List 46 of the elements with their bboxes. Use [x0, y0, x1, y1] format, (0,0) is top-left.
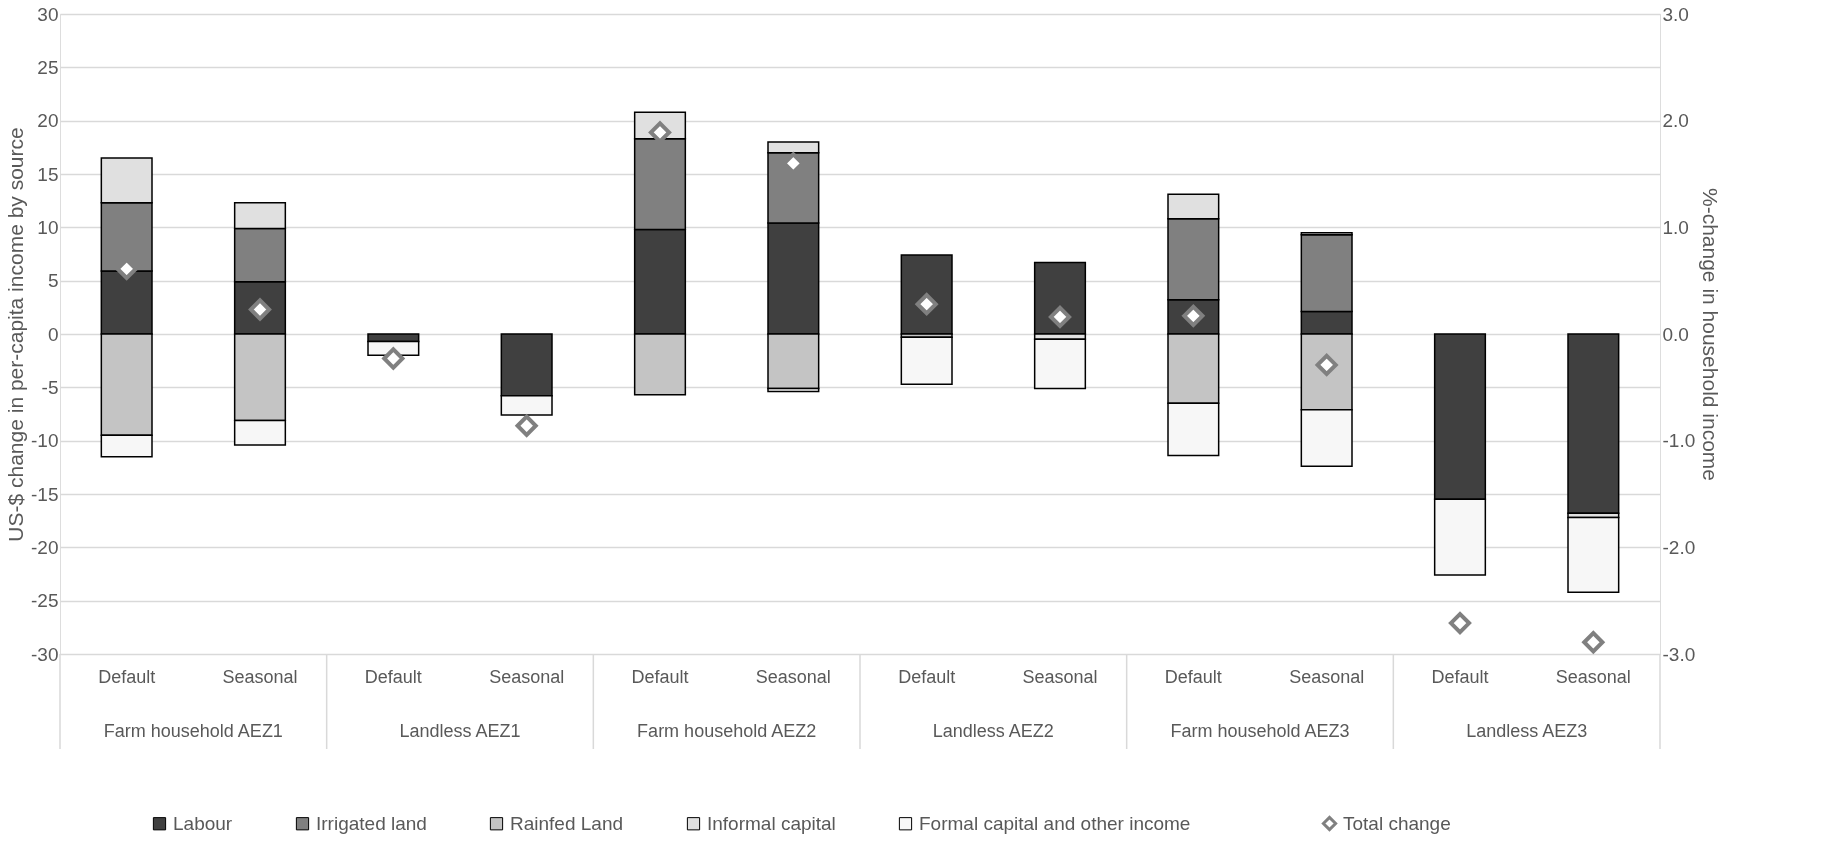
text: Farm household AEZ3 [1170, 721, 1350, 741]
y-tick-label: -10 [31, 430, 59, 452]
x-tick-label: Default [631, 666, 689, 687]
y-tick-label: -25 [31, 590, 59, 612]
y-tick-label: 25 [37, 56, 59, 78]
x-tick-label: Seasonal [222, 666, 298, 687]
y2-tick-label: -1.0 [1662, 430, 1696, 452]
x-tick-label: Seasonal [1555, 666, 1631, 687]
y2-tick-label: 1.0 [1662, 216, 1689, 238]
y2-axis-title: %-change in household income [1699, 187, 1723, 482]
y2-tick-label: 2.0 [1662, 110, 1689, 132]
y-tick-label: 15 [37, 163, 59, 185]
y-tick-label: 20 [37, 110, 59, 132]
text: Landless AEZ1 [399, 721, 521, 741]
text: Landless AEZ3 [1466, 721, 1588, 741]
legend-label: Irrigated land [316, 812, 427, 834]
y-tick-label: 30 [37, 3, 59, 25]
y-tick-label: -15 [31, 483, 59, 505]
legend-label: Total change [1343, 812, 1451, 834]
legend-label: Rainfed Land [510, 812, 624, 834]
legend-label: Formal capital and other income [919, 812, 1191, 834]
text: Landless AEZ2 [932, 721, 1054, 741]
text: Farm household AEZ2 [637, 721, 817, 741]
y2-tick-label: 3.0 [1662, 3, 1689, 25]
x-tick-label: Seasonal [1289, 666, 1365, 687]
x-tick-label: Default [364, 666, 422, 687]
y2-tick-label: -2.0 [1662, 536, 1696, 558]
x-tick-label: Default [898, 666, 956, 687]
x-tick-label: Seasonal [1022, 666, 1098, 687]
y-tick-label: 10 [37, 216, 59, 238]
y-tick-label: -20 [31, 536, 59, 558]
x-tick-label: Seasonal [489, 666, 565, 687]
y-tick-label: 5 [47, 270, 59, 292]
x-tick-label: Seasonal [755, 666, 831, 687]
x-tick-label: Default [1164, 666, 1222, 687]
y-tick-label: 0 [47, 323, 59, 345]
y2-tick-label: 0.0 [1662, 323, 1689, 345]
x-tick-label: Default [98, 666, 156, 687]
y2-tick-label: -3.0 [1662, 643, 1696, 665]
y-tick-label: -5 [41, 376, 59, 398]
y-axis-title: US-$ change in per-capita income by source [4, 127, 28, 542]
text: Farm household AEZ1 [103, 721, 283, 741]
x-tick-label: Default [1431, 666, 1489, 687]
legend-label: Labour [173, 812, 233, 834]
y-tick-label: -30 [31, 643, 59, 665]
legend-label: Informal capital [707, 812, 836, 834]
